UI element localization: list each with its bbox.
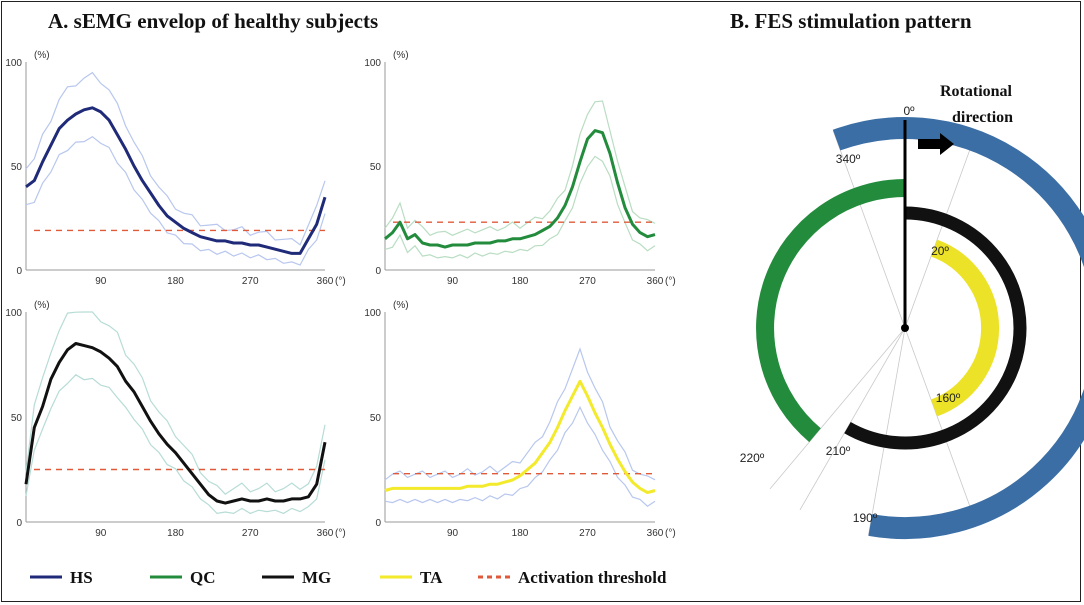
x-tick-label: 180: [512, 528, 529, 539]
y-tick-label: 100: [5, 58, 22, 69]
chart-hs: 0 50 100 (%) 90 180 270 360 (°): [5, 50, 345, 287]
stimulation-arc-hs: [832, 117, 1084, 540]
x-axis-unit: (°): [335, 528, 346, 539]
lower-sd-line: [25, 374, 326, 515]
mean-envelope-line: [25, 106, 327, 255]
stimulation-arc-qc: [756, 179, 906, 443]
y-tick-label: 0: [375, 266, 381, 277]
angle-label: 220º: [740, 451, 765, 465]
angle-spoke: [904, 130, 978, 329]
lower-sd-line: [25, 135, 326, 266]
rotation-arrow-icon: [918, 133, 954, 155]
x-axis-unit: (°): [335, 276, 346, 287]
y-axis-unit: (%): [34, 50, 50, 61]
chart-qc: 0 50 100 (%) 90 180 270 360 (°): [364, 50, 675, 287]
legend-item-activation-threshold: Activation threshold: [478, 568, 667, 587]
x-tick-label: 90: [447, 528, 459, 539]
angle-label: 20º: [931, 244, 949, 258]
angle-spoke: [799, 327, 906, 511]
mean-envelope-line: [24, 342, 327, 505]
mean-envelope-line: [384, 129, 656, 249]
upper-sd-line: [25, 311, 326, 495]
legend-label: TA: [420, 568, 443, 587]
chart-ta: 0 50 100 (%) 90 180 270 360 (°): [364, 300, 675, 539]
y-tick-label: 50: [11, 413, 23, 424]
y-axis-unit: (%): [393, 300, 409, 311]
stimulation-arc-ta: [930, 239, 1000, 417]
y-axis-unit: (%): [34, 300, 50, 311]
x-tick-label: 270: [579, 276, 596, 287]
angle-label: 160º: [936, 391, 961, 405]
legend-label: Activation threshold: [518, 568, 667, 587]
x-tick-label: 90: [95, 528, 107, 539]
angle-label: 340º: [836, 152, 861, 166]
stimulation-arc-mg: [844, 206, 1027, 450]
y-tick-label: 100: [5, 308, 22, 319]
mean-envelope-line: [384, 379, 656, 495]
zero-angle-label: 0º: [903, 104, 915, 118]
y-tick-label: 50: [370, 413, 382, 424]
x-axis-unit: (°): [665, 276, 676, 287]
x-tick-label: 360: [647, 528, 664, 539]
y-tick-label: 0: [375, 518, 381, 529]
x-tick-label: 90: [447, 276, 459, 287]
y-tick-label: 50: [370, 162, 382, 173]
legend-label: HS: [70, 568, 93, 587]
angle-spoke: [769, 327, 906, 490]
y-tick-label: 0: [16, 266, 22, 277]
angle-spoke: [868, 327, 906, 535]
upper-sd-line: [384, 347, 656, 481]
x-tick-label: 270: [579, 528, 596, 539]
x-axis-unit: (°): [665, 528, 676, 539]
legend-item-hs: HS: [30, 568, 93, 587]
legend-item-ta: TA: [380, 568, 443, 587]
legend-item-mg: MG: [262, 568, 331, 587]
upper-sd-line: [384, 100, 656, 237]
x-tick-label: 180: [512, 276, 529, 287]
x-tick-label: 270: [242, 528, 259, 539]
x-tick-label: 360: [317, 276, 334, 287]
x-tick-label: 180: [167, 276, 184, 287]
lower-sd-line: [384, 155, 656, 259]
fes-pattern-diagram: 0º 340º 190º 220º 210º 20º 160º: [740, 104, 1084, 540]
y-tick-label: 0: [16, 518, 22, 529]
legend-label: QC: [190, 568, 216, 587]
rotation-label-line2: direction: [952, 109, 1013, 126]
x-tick-label: 90: [95, 276, 107, 287]
upper-sd-line: [25, 71, 326, 246]
legend: HS QC MG TA Activation threshold: [30, 568, 667, 587]
lower-sd-line: [384, 405, 656, 507]
panel-a-title: A. sEMG envelop of healthy subjects: [48, 9, 378, 33]
panel-b-title: B. FES stimulation pattern: [730, 9, 972, 33]
y-tick-label: 100: [364, 308, 381, 319]
x-tick-label: 360: [647, 276, 664, 287]
y-tick-label: 50: [11, 162, 23, 173]
y-axis-unit: (%): [393, 50, 409, 61]
angle-spoke: [832, 130, 906, 329]
x-tick-label: 180: [167, 528, 184, 539]
x-tick-label: 270: [242, 276, 259, 287]
rotation-label-line1: Rotational: [940, 83, 1013, 100]
chart-mg: 0 50 100 (%) 90 180 270 360 (°): [5, 300, 345, 539]
angle-label: 190º: [853, 511, 878, 525]
angle-spoke: [904, 327, 978, 526]
legend-label: MG: [302, 568, 331, 587]
angle-label: 210º: [826, 444, 851, 458]
x-tick-label: 360: [317, 528, 334, 539]
center-dot: [901, 324, 909, 332]
y-tick-label: 100: [364, 58, 381, 69]
legend-item-qc: QC: [150, 568, 216, 587]
